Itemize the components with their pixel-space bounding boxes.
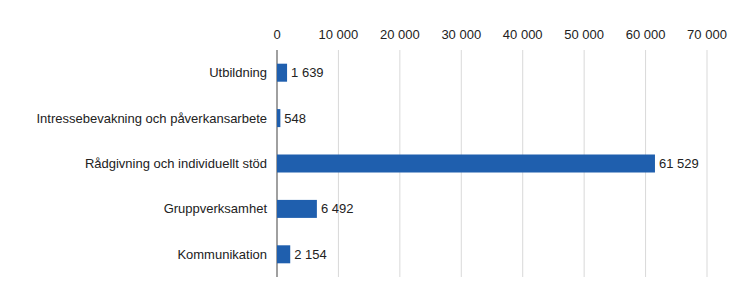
x-ticks: 0 10 000 20 000 30 000 40 000 50 000 60 000 70 … [273,27,727,42]
bar [277,155,655,173]
data-label: 548 [284,111,306,126]
bar [277,245,290,263]
grid [277,50,707,277]
tick-label: 70 000 [687,27,727,42]
category-label: Gruppverksamhet [164,201,268,216]
category-label: Utbildning [209,65,267,80]
tick-label: 60 000 [626,27,666,42]
bar [277,109,280,127]
bar [277,200,317,218]
chart-container: 0 10 000 20 000 30 000 40 000 50 000 60 000 70 … [0,0,750,300]
category-label: Rådgivning och individuellt stöd [85,156,267,171]
bar [277,64,287,82]
grid-line [707,50,708,277]
tick-label: 40 000 [503,27,543,42]
tick-label: 20 000 [380,27,420,42]
data-label: 6 492 [321,201,354,216]
tick-label: 30 000 [441,27,481,42]
tick-label: 50 000 [564,27,604,42]
data-label: 61 529 [659,156,699,171]
category-label: Intressebevakning och påverkansarbete [36,111,267,126]
bars [277,64,655,264]
tick-label: 0 [273,27,280,42]
data-label: 1 639 [291,65,324,80]
chart-svg: 0 10 000 20 000 30 000 40 000 50 000 60 000 70 … [0,0,750,300]
data-label: 2 154 [294,247,327,262]
tick-label: 10 000 [319,27,359,42]
category-label: Kommunikation [177,247,267,262]
labels: Utbildning 1 639 Intressebevakning och påv… [36,65,698,262]
